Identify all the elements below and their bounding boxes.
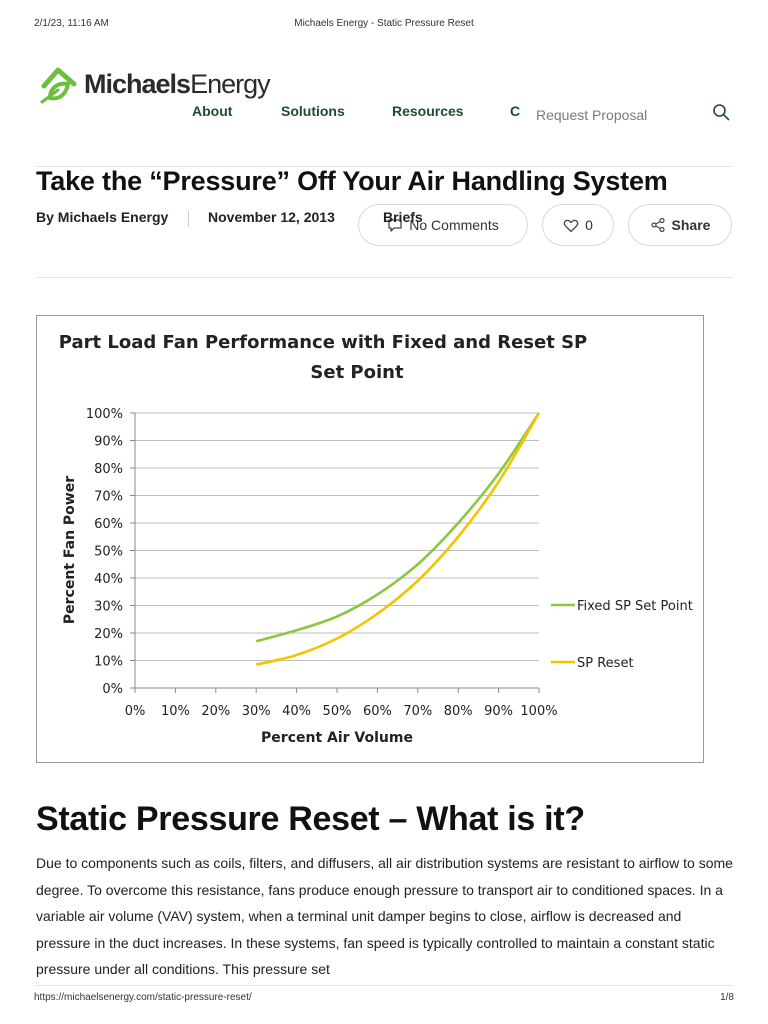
article-title: Take the “Pressure” Off Your Air Handlin… xyxy=(36,166,668,196)
leaf-logo-icon xyxy=(40,67,77,104)
heart-icon xyxy=(563,219,579,232)
print-date: 2/1/23, 11:16 AM xyxy=(34,18,109,29)
chart-x-tick-label: 60% xyxy=(363,704,392,719)
chart-y-tick-label: 100% xyxy=(86,407,123,422)
page-number: 1/8 xyxy=(720,992,734,1003)
share-button[interactable]: Share xyxy=(628,204,732,246)
nav-item-resources[interactable]: Resources xyxy=(392,103,464,119)
like-button[interactable]: 0 xyxy=(542,204,614,246)
chart-legend-label: SP Reset xyxy=(577,656,634,671)
chart-y-tick-label: 70% xyxy=(94,490,123,505)
chart-y-tick-label: 60% xyxy=(94,517,123,532)
chart-title-line2: Set Point xyxy=(310,362,404,383)
comments-label: No Comments xyxy=(409,217,499,233)
chart-y-tick-label: 10% xyxy=(94,655,123,670)
nav-item-truncated[interactable]: C xyxy=(510,103,520,119)
share-icon xyxy=(650,217,665,233)
logo-wordmark: MichaelsEnergy xyxy=(84,68,271,99)
like-count: 0 xyxy=(585,217,593,233)
footer-divider xyxy=(34,985,734,986)
comment-icon xyxy=(388,219,402,232)
chart-x-tick-label: 10% xyxy=(161,704,190,719)
chart-x-tick-label: 80% xyxy=(444,704,473,719)
article-date: November 12, 2013 xyxy=(208,209,335,225)
section-paragraph: Due to components such as coils, filters… xyxy=(36,855,733,977)
search-icon[interactable] xyxy=(712,103,730,121)
fan-performance-chart: Part Load Fan Performance with Fixed and… xyxy=(36,315,704,763)
page-url: https://michaelsenergy.com/static-pressu… xyxy=(34,992,252,1003)
request-proposal-button[interactable]: Request Proposal xyxy=(536,107,648,123)
chart-x-tick-label: 40% xyxy=(282,704,311,719)
share-label: Share xyxy=(671,217,711,233)
chart-x-tick-label: 100% xyxy=(520,704,557,719)
chart-y-tick-label: 30% xyxy=(94,600,123,615)
chart-y-tick-label: 50% xyxy=(94,545,123,560)
article-author[interactable]: By Michaels Energy xyxy=(36,209,169,225)
chart-x-tick-label: 90% xyxy=(484,704,513,719)
chart-x-tick-label: 50% xyxy=(323,704,352,719)
chart-canvas: Part Load Fan Performance with Fixed and… xyxy=(59,332,693,746)
chart-x-tick-label: 30% xyxy=(242,704,271,719)
chart-legend-label: Fixed SP Set Point xyxy=(577,599,693,614)
chart-title: Part Load Fan Performance with Fixed and… xyxy=(59,332,587,353)
chart-y-axis-label: Percent Fan Power xyxy=(62,476,78,624)
chart-series-line-sp-reset xyxy=(255,412,541,666)
print-title: Michaels Energy - Static Pressure Reset xyxy=(294,18,474,29)
article-category[interactable]: Briefs xyxy=(383,209,423,225)
chart-y-tick-label: 90% xyxy=(94,435,123,450)
nav-item-solutions[interactable]: Solutions xyxy=(281,103,345,119)
meta-divider xyxy=(188,211,189,227)
chart-y-tick-label: 0% xyxy=(102,682,123,697)
chart-series-line-fixed-sp xyxy=(255,412,541,643)
header-divider xyxy=(36,166,733,167)
main-nav: About Solutions Resources C Request Prop… xyxy=(0,103,768,123)
chart-x-tick-label: 20% xyxy=(201,704,230,719)
chart-y-tick-label: 20% xyxy=(94,627,123,642)
chart-x-tick-label: 70% xyxy=(403,704,432,719)
comments-button[interactable]: No Comments xyxy=(358,204,528,246)
meta-bottom-divider xyxy=(36,277,733,278)
chart-x-tick-label: 0% xyxy=(125,704,146,719)
nav-item-about[interactable]: About xyxy=(192,103,233,119)
chart-x-axis-label: Percent Air Volume xyxy=(261,730,413,746)
michaels-energy-logo[interactable]: MichaelsEnergy xyxy=(36,64,271,104)
chart-y-tick-label: 80% xyxy=(94,462,123,477)
chart-y-tick-label: 40% xyxy=(94,572,123,587)
section-heading: Static Pressure Reset – What is it? xyxy=(36,800,585,838)
